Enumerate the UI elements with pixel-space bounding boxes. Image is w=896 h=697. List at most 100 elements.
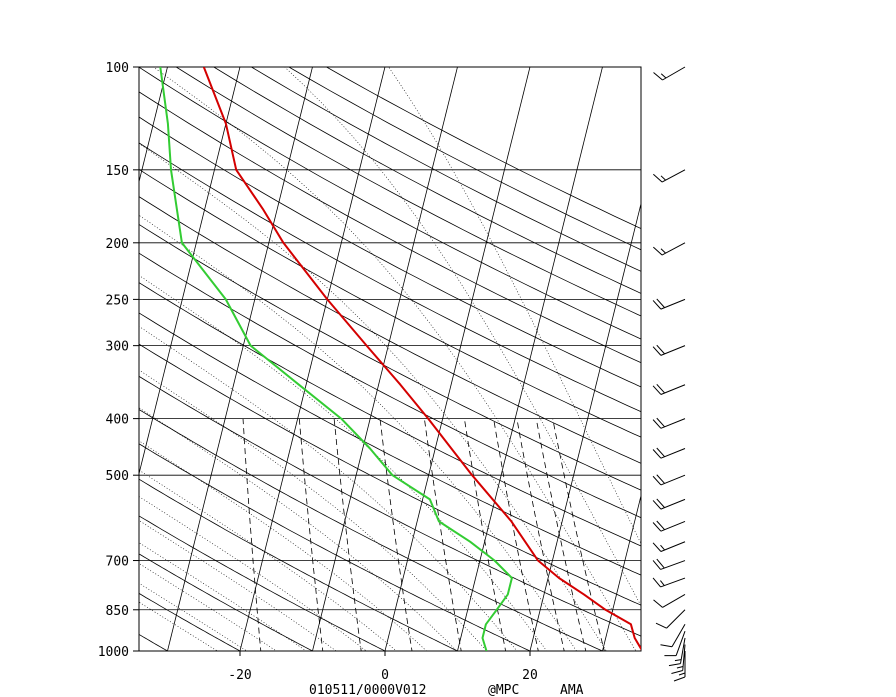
dry-adiabat-line (139, 409, 604, 651)
dry-adiabat-line (139, 478, 459, 651)
dry-adiabat-line (139, 196, 641, 464)
isotherm-line (167, 67, 313, 651)
isotherm-line (139, 67, 241, 476)
isotherm-line (457, 67, 603, 651)
pressure-axis: 100 150 200 250 300 400 500 700 850 1000 (98, 61, 139, 660)
thermodynamic-reference-lines (0, 40, 896, 663)
mixing-ratio-line (424, 418, 462, 651)
y-tick-label: 250 (106, 293, 129, 308)
profile-lines (159, 67, 641, 651)
dry-adiabat-line (139, 343, 641, 606)
moist-adiabat-line (139, 440, 428, 651)
dry-adiabat-line (139, 592, 241, 651)
wind-barb (653, 242, 686, 256)
y-tick-label: 150 (106, 164, 129, 179)
isotherm-line (0, 40, 102, 663)
wind-barb (652, 520, 686, 532)
wind-barb (653, 169, 686, 183)
isotherm-line (529, 202, 641, 651)
isotherm-line (744, 40, 896, 663)
moist-adiabat-line (139, 563, 277, 651)
wind-barb (653, 593, 686, 608)
y-tick-label: 700 (106, 555, 129, 570)
dry-adiabat-line (139, 633, 169, 651)
moist-adiabat-line (139, 369, 488, 651)
mixing-ratio-line (242, 418, 262, 651)
dry-adiabat-line (139, 91, 641, 364)
wind-barb (652, 447, 686, 459)
wind-barb (652, 558, 686, 570)
wind-barb (671, 644, 686, 674)
wind-barb (652, 417, 686, 429)
dry-adiabat-line (139, 553, 314, 651)
wind-barb (652, 577, 686, 588)
valid-time-label: 010511/0000V012 (309, 683, 426, 697)
wind-barb (668, 637, 686, 667)
chart-footer: 010511/0000V012 @MPC AMA (309, 683, 584, 697)
dry-adiabat-line (139, 443, 531, 651)
moist-adiabat-line (139, 143, 607, 651)
isotherm-line (602, 494, 641, 651)
wind-barb (655, 609, 686, 629)
source-label: @MPC (488, 683, 519, 697)
isotherm-line (239, 67, 386, 651)
wind-barb (652, 541, 686, 552)
wind-barb (652, 298, 686, 310)
wind-barb (652, 383, 686, 395)
wind-barb (664, 631, 686, 657)
moist-adiabat-line (139, 520, 337, 651)
mixing-ratio-line (535, 418, 587, 651)
mixing-ratio-line (493, 418, 539, 651)
x-tick-label: -20 (228, 668, 251, 683)
dry-adiabat-line (213, 67, 641, 294)
mixing-ratio-line (333, 418, 362, 651)
dry-adiabat-line (139, 168, 641, 438)
dry-adiabat-line (139, 223, 641, 491)
station-label: AMA (560, 683, 584, 697)
mixing-ratio-line (379, 418, 413, 651)
y-tick-label: 850 (106, 604, 129, 619)
dry-adiabat-line (139, 312, 641, 576)
isotherm-line (139, 67, 168, 184)
dry-adiabat-line (175, 67, 641, 317)
isotherm-line (0, 40, 29, 663)
x-tick-label: 0 (381, 668, 389, 683)
y-tick-label: 300 (106, 340, 129, 355)
moist-adiabat-line (139, 275, 548, 651)
wind-barb (660, 624, 686, 648)
wind-barb (652, 344, 686, 356)
dry-adiabat-line (139, 515, 386, 651)
moist-adiabat-line (139, 601, 218, 651)
dry-adiabat-line (139, 67, 641, 340)
moist-adiabat-line (388, 67, 641, 545)
dry-adiabat-line (139, 142, 641, 413)
moist-adiabat-line (139, 407, 458, 651)
dry-adiabat-line (288, 67, 641, 251)
moist-adiabat-line (284, 67, 641, 607)
y-tick-label: 500 (106, 469, 129, 484)
dry-adiabat-line (139, 282, 641, 547)
dry-adiabat-line (250, 67, 641, 272)
moist-adiabat-line (139, 496, 367, 651)
y-tick-label: 400 (106, 413, 129, 428)
isotherm-line (384, 67, 531, 651)
plot-frame (138, 66, 642, 652)
dry-adiabat-line (139, 375, 641, 637)
dewpoint-profile-line (159, 67, 513, 651)
isotherm-line (672, 40, 827, 663)
moist-adiabat-line (139, 214, 577, 651)
x-tick-label: 20 (522, 668, 538, 683)
mixing-ratio-line (464, 418, 507, 651)
dry-adiabat-line (139, 116, 641, 388)
isotherm-line (312, 67, 458, 651)
wind-barb (652, 498, 686, 510)
temperature-axis: -20 0 20 (228, 651, 538, 683)
dry-adiabat-line (139, 252, 641, 519)
y-tick-label: 100 (106, 61, 129, 76)
temperature-profile-line (202, 67, 641, 651)
wind-barb-column (652, 66, 686, 682)
wind-barb (673, 651, 686, 682)
y-tick-label: 1000 (98, 645, 129, 660)
wind-barb (652, 474, 686, 486)
